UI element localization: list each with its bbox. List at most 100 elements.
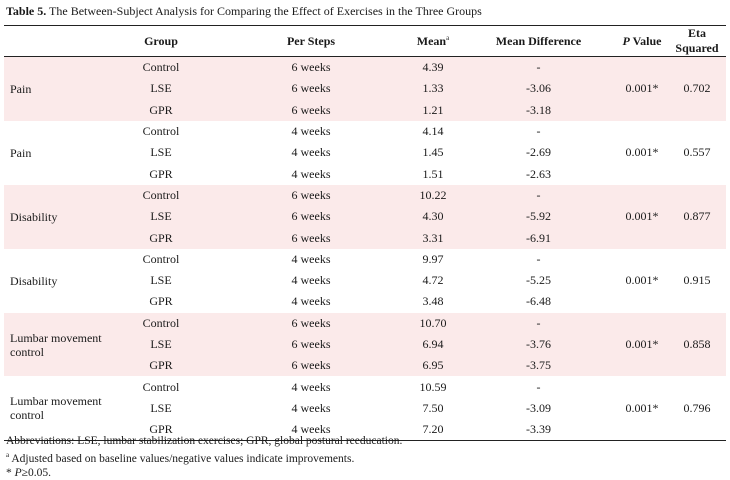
- table-row: Pain Control 4 weeks 4.14 - 0.001* 0.557: [4, 121, 726, 160]
- per-steps-cell: 6 weeks: [217, 227, 405, 249]
- eta-squared-cell: 0.877: [668, 184, 726, 249]
- table-row: Lumbar movement control Control 6 weeks 10.…: [4, 312, 726, 377]
- per-steps-cell: 4 weeks: [291, 379, 331, 394]
- measure-cell: Pain: [4, 56, 105, 121]
- per-steps-cell: 4 weeks: [291, 400, 331, 415]
- footnote-a: a Adjusted based on baseline values/nega…: [6, 448, 402, 466]
- group-cell: GPR: [149, 422, 173, 437]
- table-row: Lumbar movement control Control 4 weeks 10.…: [4, 376, 726, 423]
- mean-cell: 7.20: [422, 422, 444, 437]
- table-footnotes: Abbreviations: LSE, lumbar stabilization…: [6, 434, 402, 480]
- table-row: GPR 4 weeks 1.51 -2.63: [4, 163, 726, 184]
- measure-cell: Lumbar movement control: [4, 312, 105, 377]
- group-cell: LSE: [150, 145, 172, 160]
- mean-difference-cell: -3.18: [461, 99, 616, 121]
- per-steps-cell: 6 weeks: [217, 312, 405, 334]
- mean-difference-cell: -3.76: [461, 333, 616, 356]
- eta-squared-cell: 0.702: [668, 56, 726, 121]
- mean-difference-cell: -3.39: [526, 422, 551, 437]
- group-cell: Control: [142, 379, 180, 394]
- header-measure: [4, 25, 105, 57]
- mean-difference-cell: -2.69: [526, 145, 551, 160]
- table-row: Pain Control 6 weeks 4.39-0.001* 0.702: [4, 56, 726, 121]
- group-cell: LSE: [105, 206, 217, 228]
- header-row: Group Per Steps Meana Mean Difference P …: [4, 25, 726, 57]
- table-row: LSE 6 weeks 1.33 -3.06: [4, 78, 726, 100]
- per-steps-cell: 6 weeks: [217, 355, 405, 377]
- table-row: LSE 4 weeks 1.45 -2.69: [4, 142, 726, 163]
- p-value-cell: 0.001*: [625, 145, 659, 160]
- per-steps-cell: 6 weeks: [217, 56, 405, 79]
- group-cell: LSE: [150, 400, 172, 415]
- mean-cell: 9.97: [422, 251, 444, 266]
- mean-cell: 3.31: [405, 227, 461, 249]
- per-steps-cell: 4 weeks: [291, 251, 331, 266]
- mean-difference-cell: -: [536, 379, 541, 394]
- mean-cell: 3.48: [422, 294, 444, 309]
- p-value-cell: 0.001*: [616, 312, 668, 377]
- table-row: GPR 4 weeks 3.48 -6.48: [4, 291, 726, 312]
- mean-difference-cell: -6.91: [461, 227, 616, 249]
- measure-cell: Disability: [4, 184, 105, 249]
- footnote-star: *: [6, 466, 15, 479]
- group-cell: GPR: [105, 355, 217, 377]
- table-row: Disability Control 6 weeks 10.22-0.001* 0.87…: [4, 184, 726, 249]
- mean-cell: 7.50: [422, 400, 444, 415]
- header-mean: Meana: [405, 25, 461, 57]
- eta-squared-cell: 0.557: [683, 145, 711, 160]
- footnote-p-rest: ≥0.05.: [21, 466, 51, 479]
- p-value-cell: 0.001*: [616, 56, 668, 121]
- header-mean-label: Mean: [416, 33, 447, 48]
- header-p-value: P Value: [616, 25, 668, 57]
- mean-cell: 1.21: [405, 99, 461, 121]
- header-p-rest: Value: [629, 33, 662, 48]
- per-steps-cell: 6 weeks: [217, 184, 405, 207]
- mean-difference-cell: -5.92: [461, 206, 616, 228]
- group-cell: Control: [105, 184, 217, 207]
- group-cell: GPR: [105, 227, 217, 249]
- table-row: Disability Control 4 weeks 9.97 - 0.001* 0.915: [4, 249, 726, 288]
- results-table: Group Per Steps Meana Mean Difference P …: [4, 25, 726, 442]
- table-label: Table 5.: [6, 4, 47, 18]
- per-steps-cell: 4 weeks: [291, 124, 331, 139]
- mean-cell: 1.51: [422, 166, 444, 181]
- measure-cell: Lumbar movement control: [10, 394, 102, 423]
- table-caption: Table 5. The Between-Subject Analysis fo…: [6, 3, 482, 19]
- footnote-p-italic: P: [14, 466, 22, 479]
- group-cell: Control: [142, 251, 180, 266]
- footnote-abbreviations: Abbreviations: LSE, lumbar stabilization…: [6, 435, 403, 447]
- table-title: The Between-Subject Analysis for Compari…: [46, 4, 482, 18]
- header-mean-difference: Mean Difference: [461, 25, 616, 57]
- mean-difference-cell: -: [461, 184, 616, 207]
- table-row: GPR 6 weeks 1.21 -3.18: [4, 99, 726, 121]
- mean-difference-cell: -3.75: [461, 355, 616, 377]
- group-cell: GPR: [149, 294, 173, 309]
- per-steps-cell: 4 weeks: [291, 294, 331, 309]
- per-steps-cell: 4 weeks: [291, 166, 331, 181]
- p-value-cell: 0.001*: [625, 273, 659, 288]
- per-steps-cell: 4 weeks: [291, 422, 331, 437]
- mean-cell: 1.45: [422, 145, 444, 160]
- mean-cell: 10.22: [405, 184, 461, 207]
- group-cell: Control: [105, 56, 217, 79]
- group-cell: Control: [105, 312, 217, 334]
- group-cell: Control: [142, 124, 180, 139]
- header-mean-sup: a: [446, 33, 450, 42]
- mean-cell: 10.70: [405, 312, 461, 334]
- p-value-cell: 0.001*: [625, 400, 659, 415]
- mean-difference-cell: -: [536, 124, 541, 139]
- header-per-steps: Per Steps: [217, 25, 405, 57]
- mean-difference-cell: -: [461, 312, 616, 334]
- mean-cell: 6.95: [405, 355, 461, 377]
- per-steps-cell: 4 weeks: [291, 145, 331, 160]
- header-p-italic: P: [622, 33, 630, 48]
- eta-squared-cell: 0.796: [683, 400, 711, 415]
- group-cell: GPR: [105, 99, 217, 121]
- group-cell: LSE: [105, 333, 217, 356]
- table-row: GPR 6 weeks 6.95 -3.75: [4, 355, 726, 377]
- table-row: GPR 6 weeks 3.31 -6.91: [4, 227, 726, 249]
- mean-difference-cell: -3.09: [526, 400, 551, 415]
- header-group: Group: [105, 25, 217, 57]
- footnote-a-sup: a: [6, 451, 10, 459]
- table-row: LSE 4 weeks 4.72 -5.25: [4, 270, 726, 291]
